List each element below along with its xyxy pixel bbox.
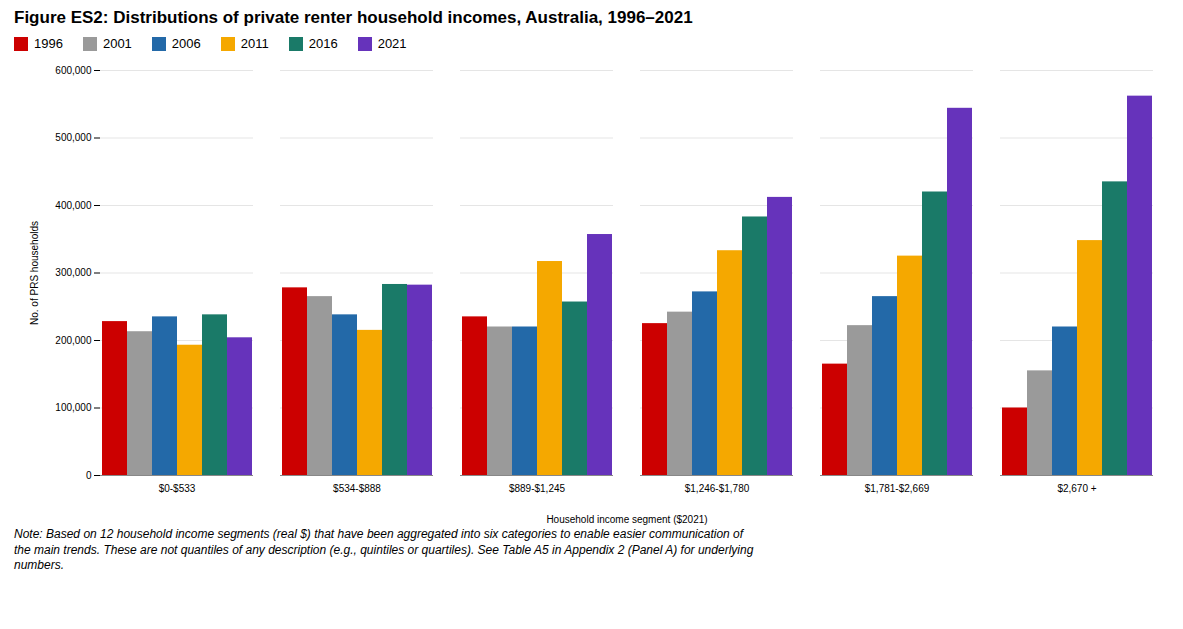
html-text:2001: 2001 xyxy=(102,36,132,51)
svg-text:$534-$888: $534-$888 xyxy=(333,483,381,494)
svg-text:No. of PRS households: No. of PRS households xyxy=(29,221,40,325)
html-text:1996: 1996 xyxy=(34,36,63,51)
svg-text:100,000: 100,000 xyxy=(55,402,92,413)
svg-text:Household income segment ($202: Household income segment ($2021) xyxy=(546,514,707,525)
svg-text:$1,781-$2,669: $1,781-$2,669 xyxy=(865,483,930,494)
svg-text:0: 0 xyxy=(86,470,92,481)
html-text:2021: 2021 xyxy=(377,36,407,51)
svg-text:200,000: 200,000 xyxy=(55,335,92,346)
html-text:2006: 2006 xyxy=(171,36,201,51)
html-text:Note: Based on 12 household in: Note: Based on 12 household income segme… xyxy=(14,527,754,573)
svg-text:$889-$1,245: $889-$1,245 xyxy=(509,483,566,494)
svg-text:600,000: 600,000 xyxy=(55,65,92,76)
html-text:2011: 2011 xyxy=(240,36,269,51)
svg-text:$1,246-$1,780: $1,246-$1,780 xyxy=(685,483,750,494)
svg-text:500,000: 500,000 xyxy=(55,132,92,143)
svg-text:300,000: 300,000 xyxy=(55,267,92,278)
html-text:Figure ES2: Distributions of p: Figure ES2: Distributions of private ren… xyxy=(14,8,693,27)
svg-text:$0-$533: $0-$533 xyxy=(159,483,196,494)
svg-text:400,000: 400,000 xyxy=(55,200,92,211)
html-text:2016: 2016 xyxy=(308,36,338,51)
svg-text:$2,670 +: $2,670 + xyxy=(1057,483,1096,494)
